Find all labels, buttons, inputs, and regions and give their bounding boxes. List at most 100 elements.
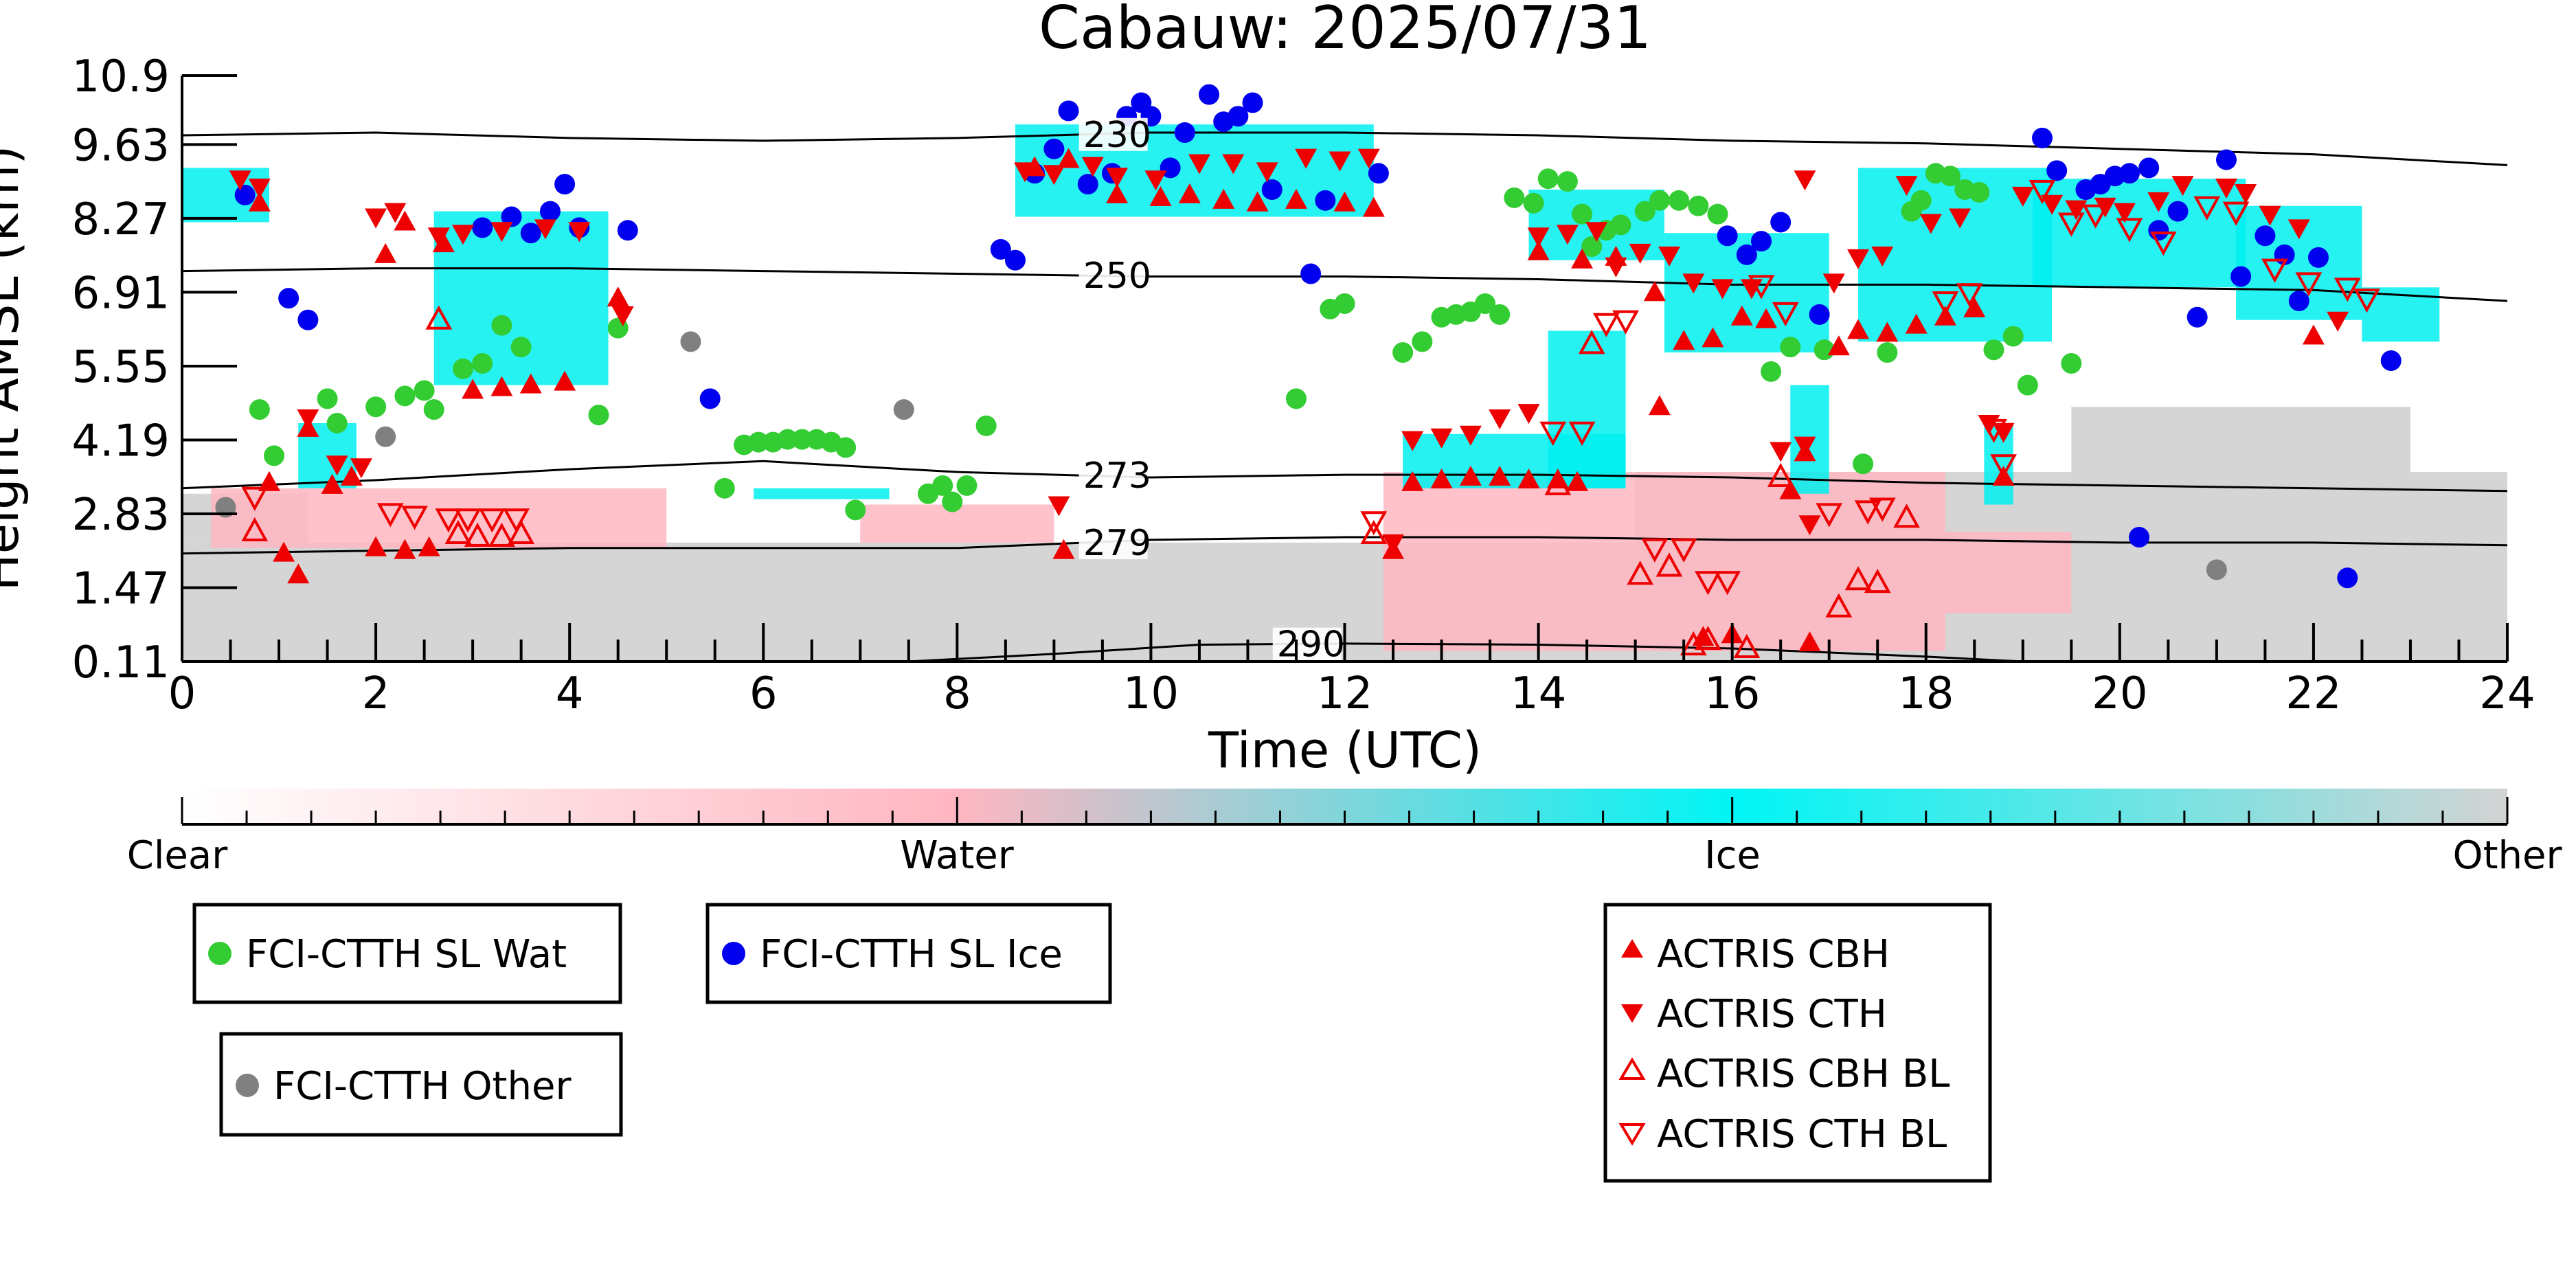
marker-actris-cth-bl — [2029, 180, 2056, 205]
marker-actris-cbh — [1847, 319, 1870, 339]
marker-actris-cbh — [2302, 324, 2325, 345]
marker-fci-ctth-sl-wat — [1634, 201, 1656, 222]
x-tick-label: 18 — [1898, 668, 1954, 719]
bg-ice-block — [1984, 422, 2013, 505]
marker-actris-cbh-bl — [1864, 569, 1891, 594]
marker-actris-cbh — [321, 473, 343, 494]
marker-fci-ctth-sl-ice — [2337, 567, 2358, 589]
marker-actris-cth — [1740, 279, 1763, 300]
marker-actris-cth — [1048, 496, 1070, 517]
marker-actris-cbh-bl — [488, 522, 515, 547]
legend-label-other: FCI-CTTH Other — [273, 1064, 572, 1109]
marker-fci-ctth-sl-wat — [588, 405, 609, 426]
marker-actris-cbh — [273, 541, 295, 562]
y-ticks: 0.11 1.47 2.83 4.19 5.55 6.91 8.27 9.63 10.9 — [72, 52, 237, 688]
isotherm-label-290: 290 — [1277, 624, 1345, 666]
isotherm-label-230: 230 — [1083, 115, 1151, 156]
marker-actris-cth — [1556, 225, 1579, 245]
colorbar-label-clear: Clear — [127, 833, 228, 878]
marker-fci-ctth-sl-ice — [234, 184, 256, 205]
marker-actris-cth-bl — [2261, 258, 2288, 283]
marker-fci-ctth-sl-wat — [1853, 453, 1874, 475]
marker-fci-ctth-sl-wat — [2017, 374, 2038, 396]
isotherm-label-bg — [1272, 627, 1342, 661]
marker-actris-cbh — [287, 563, 310, 584]
x-tick-label: 2 — [362, 668, 390, 719]
marker-actris-cth-bl — [1956, 283, 1983, 308]
bg-other-block — [2071, 407, 2410, 473]
marker-fci-ctth-sl-ice — [1770, 212, 1792, 233]
legend-marker-cth — [1621, 1004, 1643, 1023]
x-tick-label: 4 — [556, 668, 584, 719]
isotherm-250 — [182, 267, 2507, 302]
marker-actris-cth — [427, 227, 450, 248]
y-tick-label: 6.91 — [72, 268, 170, 319]
marker-actris-cth — [2259, 205, 2281, 226]
marker-fci-ctth-sl-wat — [777, 429, 798, 450]
marker-actris-cth — [2147, 192, 2170, 212]
marker-actris-cbh — [519, 373, 542, 394]
marker-actris-cth-bl — [2222, 201, 2250, 226]
marker-fci-ctth-sl-wat — [1983, 339, 2004, 361]
marker-actris-cth — [1527, 227, 1550, 248]
marker-fci-ctth-sl-ice — [1077, 174, 1098, 195]
x-tick-label: 14 — [1511, 668, 1566, 719]
legend-label-cbh: ACTRIS CBH — [1657, 932, 1890, 977]
marker-actris-cbh — [1798, 631, 1821, 652]
x-tick-label: 0 — [168, 668, 196, 719]
bg-water-block — [211, 488, 667, 548]
marker-fci-ctth-sl-ice — [2138, 157, 2160, 179]
marker-actris-cth — [1895, 176, 1918, 196]
marker-actris-cbh — [1430, 468, 1453, 488]
isotherm-label-279: 279 — [1083, 523, 1151, 564]
y-tick-label: 0.11 — [72, 637, 170, 688]
marker-actris-cbh — [394, 210, 416, 231]
marker-actris-cth — [297, 409, 319, 430]
marker-actris-cth — [2287, 219, 2310, 240]
marker-actris-cbh — [365, 536, 387, 556]
x-tick-label: 10 — [1123, 668, 1179, 719]
marker-actris-cth — [1081, 157, 1104, 177]
marker-actris-cbh — [607, 286, 629, 307]
marker-actris-cth-bl — [2353, 289, 2380, 313]
legend-box-ice: FCI-CTTH SL Ice — [705, 903, 1112, 1004]
marker-actris-cth — [2113, 203, 2136, 223]
marker-fci-ctth-sl-wat — [1688, 195, 1709, 216]
marker-actris-cbh-bl — [425, 305, 453, 330]
marker-fci-ctth-sl-wat — [1412, 331, 1433, 352]
x-tick-label: 16 — [1704, 668, 1760, 719]
legend-box-actris: ACTRIS CBH ACTRIS CTH ACTRIS CBH BL ACTR… — [1603, 903, 1992, 1183]
marker-fci-ctth-sl-ice — [1242, 92, 1263, 113]
marker-actris-cbh — [1905, 313, 1928, 334]
marker-actris-cth — [1256, 162, 1278, 183]
marker-fci-ctth-sl-ice — [2307, 247, 2329, 268]
marker-actris-cth — [1295, 148, 1318, 169]
marker-actris-cbh — [1285, 188, 1307, 209]
marker-fci-ctth-sl-wat — [491, 315, 512, 336]
marker-actris-cbh — [1963, 297, 1986, 317]
marker-fci-ctth-sl-wat — [1572, 203, 1593, 225]
marker-fci-ctth-sl-wat — [1877, 342, 1898, 363]
marker-fci-ctth-sl-wat — [1504, 187, 1525, 208]
marker-actris-cbh — [462, 379, 484, 399]
marker-actris-cth — [1919, 214, 1942, 234]
marker-fci-ctth-sl-wat — [365, 396, 387, 418]
marker-actris-cth — [1682, 273, 1705, 294]
marker-fci-ctth-sl-ice — [2215, 149, 2237, 170]
marker-fci-ctth-sl-wat — [835, 437, 857, 458]
marker-fci-ctth-sl-wat — [1780, 337, 1801, 358]
y-tick-label: 8.27 — [72, 194, 170, 245]
marker-fci-ctth-sl-wat — [2061, 352, 2082, 374]
axes: 0 2 4 6 8 10 12 14 16 18 20 22 24 0.111.472.834.195.… — [72, 52, 2535, 719]
marker-fci-ctth-sl-wat — [975, 415, 997, 436]
marker-actris-cth-bl — [1854, 500, 1882, 525]
marker-actris-cbh — [1643, 281, 1666, 302]
marker-actris-cth — [2327, 311, 2349, 332]
marker-actris-cth-bl — [1816, 503, 1843, 528]
marker-actris-cbh-bl — [1844, 566, 1872, 591]
marker-actris-cth — [568, 222, 591, 242]
x-tick-label: 8 — [943, 668, 971, 719]
marker-fci-ctth-sl-ice — [2288, 291, 2309, 312]
marker-actris-cth-bl — [1641, 538, 1669, 563]
marker-actris-cth-bl — [2149, 231, 2177, 256]
